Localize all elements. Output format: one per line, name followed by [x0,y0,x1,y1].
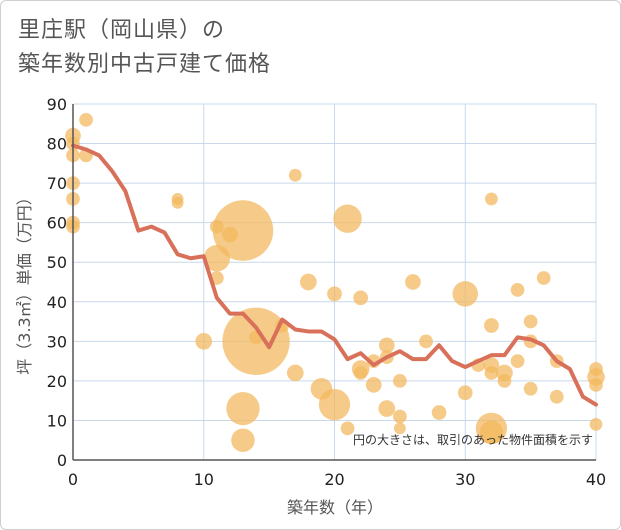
y-tick-label: 10 [47,411,67,430]
y-tick-label: 50 [47,253,67,272]
y-tick-label: 20 [47,372,67,391]
chart-title-line1: 里庄駅（岡山県）の [18,18,226,43]
y-tick-label: 70 [47,174,67,193]
bubble-point [497,374,512,388]
bubble-point [288,168,302,182]
axes [72,104,596,461]
bubble-point [405,274,421,290]
bubble-point [393,374,407,388]
bubble-point [353,290,369,306]
bubble-point [286,364,304,382]
bubble-point [353,366,368,380]
bubble-point [484,318,499,333]
bubble-point [212,200,274,261]
y-tick-label: 40 [47,293,67,312]
bubble-point [195,332,213,350]
bubble-point [300,273,317,291]
bubble-point [479,420,504,445]
average-line [71,143,598,407]
bubble-point [485,192,498,206]
bubble-point [333,204,362,233]
bubble-point [457,385,473,401]
chart-title-line2: 築年数別中古戸建て価格 [18,52,272,77]
bubble-point [393,422,406,435]
bubble-point [536,271,551,285]
series-line [71,143,598,407]
bubble-point [484,366,499,380]
bubble-point [378,400,396,417]
bubble-point [393,409,407,424]
y-tick-label: 0 [57,451,67,470]
bubble-point [431,405,447,420]
y-tick-label: 30 [47,332,67,351]
bubble-point [452,281,478,307]
x-tick-label: 10 [194,470,214,489]
x-axis-label: 築年数（年） [287,498,383,517]
bubble-point [589,377,603,392]
bubble-point [549,389,564,404]
y-tick-label: 90 [47,95,67,114]
bubble-point [510,283,525,297]
x-tick-label: 30 [455,470,475,489]
bubble-point [523,381,538,396]
x-tick-label: 0 [68,470,78,489]
bubbles [65,112,605,452]
bubble-point [226,391,260,426]
bubble-point [523,314,538,329]
bubble-point [327,286,342,302]
bubble-point [79,112,93,127]
bubble-size-note: 円の大きさは、取引のあった物件面積を示す [353,432,593,447]
bubble-point [589,418,603,431]
bubble-point [365,376,382,393]
x-tick-label: 40 [586,470,606,489]
bubble-point [231,428,255,452]
bubble-point [378,337,395,354]
y-tick-label: 60 [47,214,67,233]
bubble-point [318,388,351,421]
tick-labels: 0 10 20 30 40 50 60 70 80 90 0 10 20 30 40 [47,95,607,489]
bubble-point [510,354,525,368]
y-axis-label: 坪（3.3㎡）単価（万円） [15,189,34,374]
bubble-point [171,196,184,209]
bubble-point [340,421,355,436]
chart-title: 里庄駅（岡山県）の 築年数別中古戸建て価格 [18,14,271,82]
y-tick-label: 80 [47,135,67,154]
bubble-point [419,334,433,349]
x-tick-label: 20 [324,470,344,489]
